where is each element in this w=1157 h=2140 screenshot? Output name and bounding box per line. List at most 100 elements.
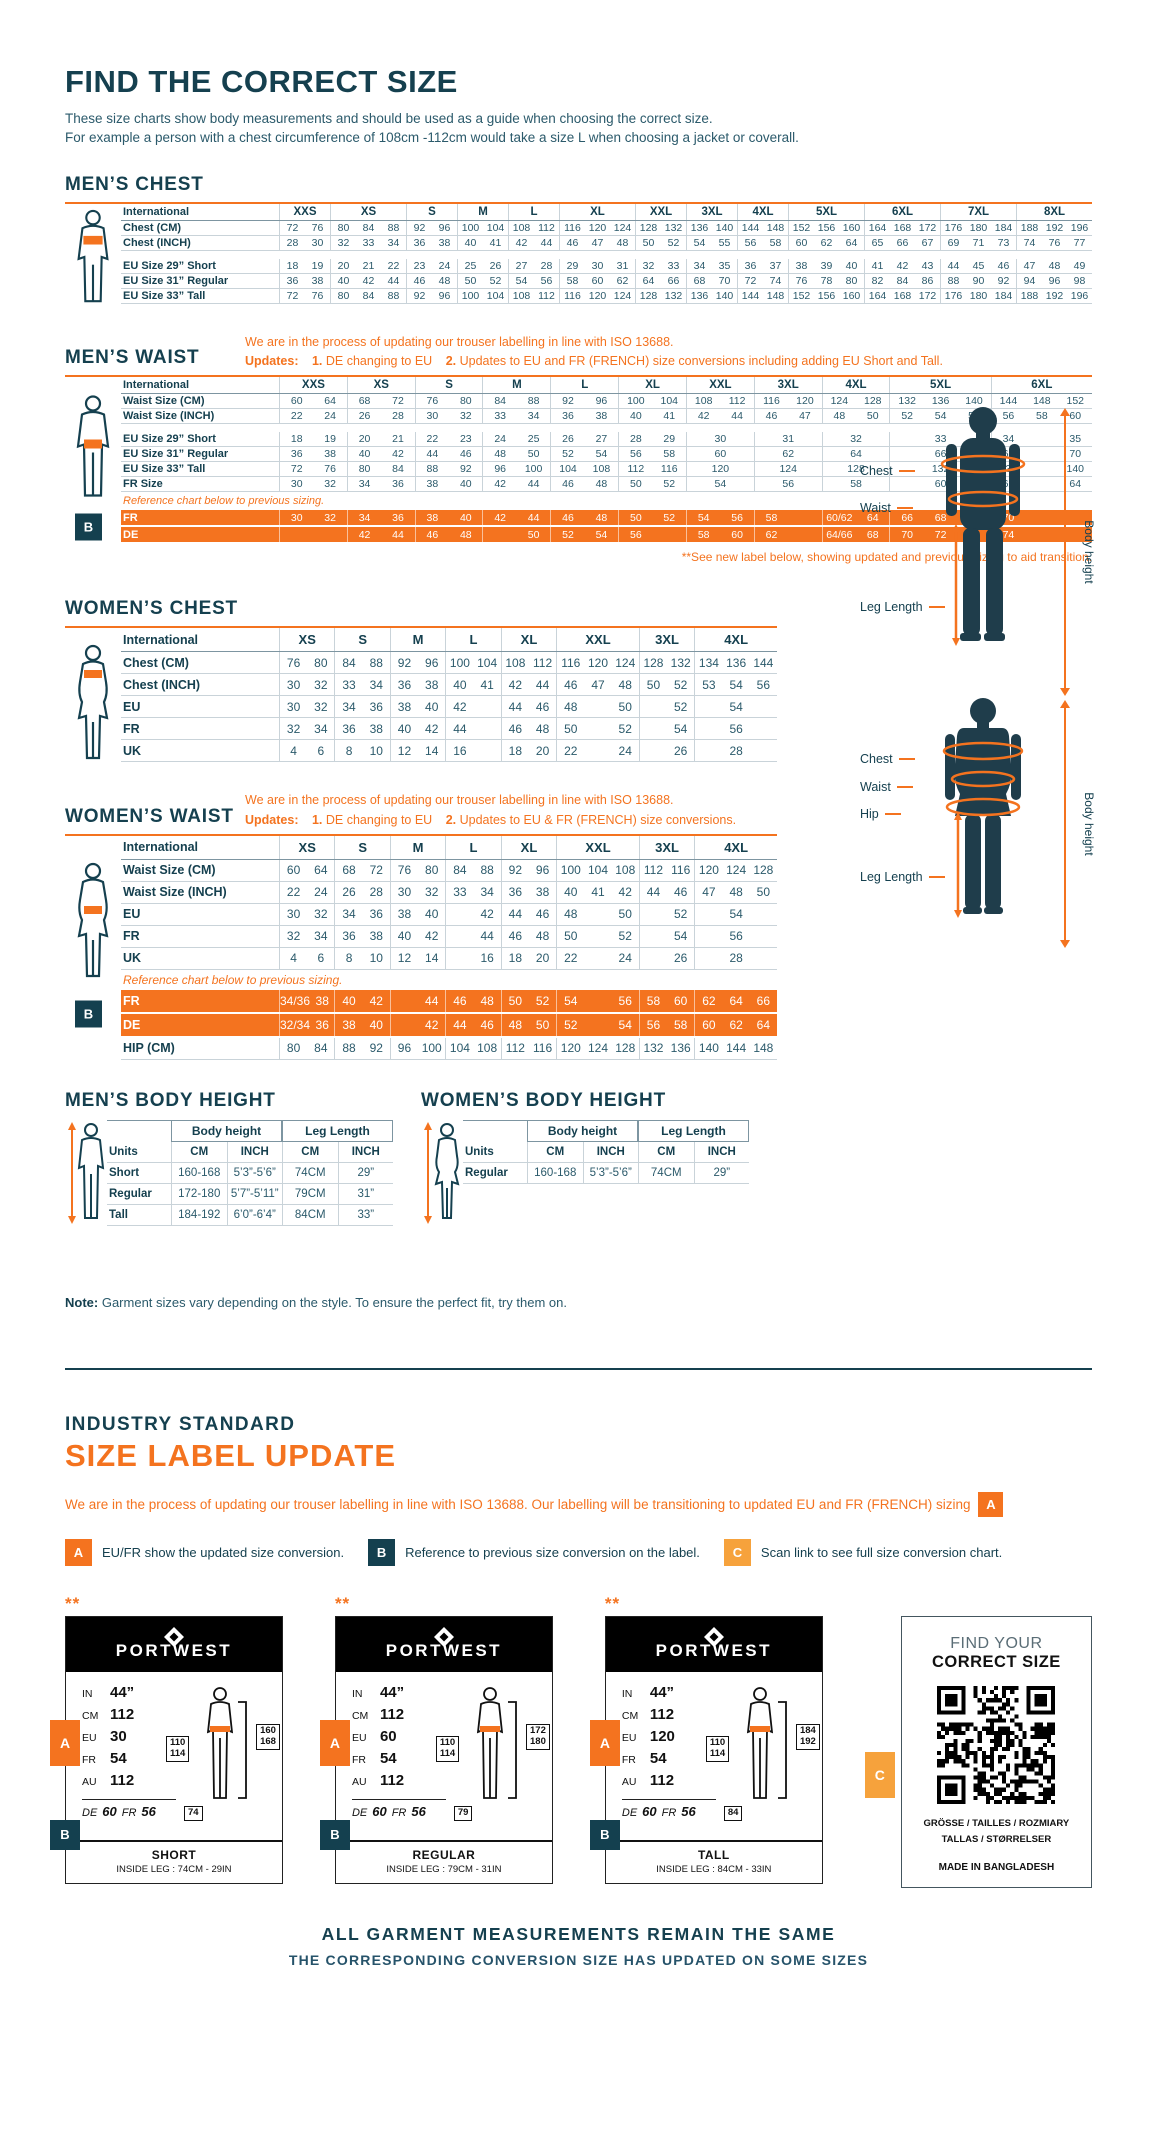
cell-value: 60: [1069, 410, 1082, 423]
cell-value: 66: [756, 993, 771, 1008]
cell-value: 58: [674, 1017, 688, 1032]
cell-value: 56: [646, 1017, 661, 1032]
cell-value: 38: [795, 259, 808, 272]
cell-value: 66: [901, 511, 913, 524]
inseam-measure-box: 84: [723, 1805, 743, 1821]
b-badge: B: [319, 1819, 350, 1850]
table-row: Regular 160-168 5’3”-5’6” 74CM 29”: [463, 1162, 749, 1184]
cell-value: L: [469, 839, 478, 855]
cell-value: 21: [392, 433, 404, 446]
cell-value: 62: [820, 236, 833, 249]
size-system: IN: [351, 1687, 363, 1700]
size-column: 52 54: [550, 447, 618, 462]
size-column: 54: [694, 903, 777, 925]
mens-waist-header: MEN’S WAIST We are in the process of upd…: [65, 334, 1092, 370]
cell-value: 34: [358, 511, 371, 524]
cell-value: 52: [535, 993, 550, 1008]
cell-value: 18: [290, 433, 303, 446]
cell-value: 48: [564, 907, 578, 922]
size-column: 96 100: [389, 1037, 445, 1059]
size-column: 8XL: [1016, 203, 1092, 220]
cell-value: 31: [616, 259, 629, 272]
size-column: 23 24: [406, 258, 457, 273]
size-column: 88 92: [414, 462, 483, 477]
cell-value: 28: [540, 259, 553, 272]
inside-leg-info: INSIDE LEG : 74CM - 29IN: [116, 1863, 232, 1875]
size-column: 20 21 22: [330, 258, 406, 273]
size-column: 50 52: [556, 718, 639, 740]
size-column: 44 46: [445, 1013, 500, 1036]
label-footer: REGULAR INSIDE LEG : 79CM - 31IN: [335, 1839, 552, 1883]
cell-value: 160-168: [527, 1162, 583, 1183]
cell-value: 24: [494, 433, 507, 446]
a-badge: A: [319, 1719, 350, 1766]
cell-value: 196: [1070, 289, 1089, 302]
cell-value: 108: [592, 463, 611, 476]
cell-value: 36: [342, 721, 356, 736]
cell-value: 40: [337, 274, 350, 287]
cell-value: 46: [674, 885, 688, 900]
cell-value: 92: [997, 274, 1010, 287]
size-column: 64: [821, 447, 890, 462]
label-figure: 110 114 160 168 74: [165, 1684, 280, 1834]
size-system: DE: [82, 1806, 98, 1819]
size-column: 58 60 62: [559, 273, 635, 288]
qr-card: FIND YOUR CORRECT SIZE GRÖSSE / TAILLES …: [900, 1615, 1092, 1889]
note-line: Note: Garment sizes vary depending on th…: [65, 1295, 777, 1310]
size-column: 40 42: [346, 447, 415, 462]
table-row: International XS S M L XL XXL 3XL 4XL: [121, 628, 777, 653]
cell-value: 54: [934, 410, 947, 423]
cell-value: 22: [286, 885, 301, 900]
bottom-line-2: THE CORRESPONDING CONVERSION SIZE HAS UP…: [288, 1952, 869, 1969]
size-system: EU: [621, 1731, 637, 1744]
cell-value: 4XL: [752, 205, 774, 218]
cell-value: 6XL: [1031, 379, 1053, 392]
table-row: FR 34/36 38 40 42 44 46 48 50 52 54 56 58 60 62 64 66: [121, 989, 777, 1014]
cell-value: 34: [342, 699, 356, 714]
cell-value: XS: [298, 632, 316, 648]
cell-value: XS: [360, 205, 377, 218]
cell-value: 48: [729, 885, 743, 900]
size-column: 50 52: [638, 674, 694, 696]
brand-name: PORTWEST: [655, 1640, 773, 1660]
brand-name: PORTWEST: [115, 1640, 233, 1660]
size-column: 34/36 38: [279, 989, 334, 1012]
cell-value: 92: [413, 289, 426, 302]
cell-value: 48: [438, 274, 451, 287]
cell-value: 50: [564, 929, 578, 944]
cell-value: 24: [618, 951, 632, 966]
table-row: HIP (CM) 80 84 88 92 96 100 104 108 112 116 120 124 1…: [121, 1037, 777, 1060]
size-column: 136 140: [686, 220, 737, 235]
fit-name: SHORT: [151, 1847, 197, 1862]
cell-value: 160: [842, 221, 861, 234]
cell-value: 5’3”-5’6”: [226, 1162, 283, 1183]
cell-value: Tall: [109, 1208, 128, 1221]
cell-value: 44: [480, 929, 494, 944]
cell-value: 12: [397, 743, 412, 758]
row-label: EU Size 29” Short: [123, 433, 216, 446]
cell-value: 40: [342, 993, 356, 1008]
cell-value: 124: [615, 655, 636, 670]
cell-value: 30: [286, 699, 301, 714]
table-row: International XS S M L XL XXL 3XL 4XL: [121, 835, 777, 860]
row-label: DE: [123, 528, 139, 541]
cell-value: 3XL: [655, 632, 679, 648]
sub-header: CM: [527, 1141, 583, 1162]
cell-value: 184-192: [171, 1204, 227, 1225]
cell-value: 54: [729, 699, 743, 714]
table-row: Tall 184-192 6’0”-6’4” 84CM 33”: [107, 1204, 393, 1226]
size-column: 36 38: [389, 674, 445, 696]
table-row: Waist Size (INCH) 22 24 26 28 30 32 33 34 36 38 40 4…: [121, 881, 777, 904]
size-value: 112: [379, 1771, 405, 1789]
cell-value: 66: [934, 448, 947, 461]
row-label: Waist Size (CM): [123, 395, 205, 408]
size-column: 54: [685, 477, 754, 492]
size-system: FR: [621, 1753, 636, 1766]
cell-value: 34: [314, 721, 328, 736]
cell-value: 48: [564, 699, 578, 714]
cell-value: 76: [311, 289, 324, 302]
table-row: Short 160-168 5’3”-5’6” 74CM 29”: [107, 1162, 393, 1184]
table-row: FR 32 34 36 38 40 42 44 46 48 50 52 54 56: [121, 925, 777, 948]
cell-value: 54: [714, 478, 727, 491]
row-label: EU Size 33” Tall: [123, 463, 206, 476]
